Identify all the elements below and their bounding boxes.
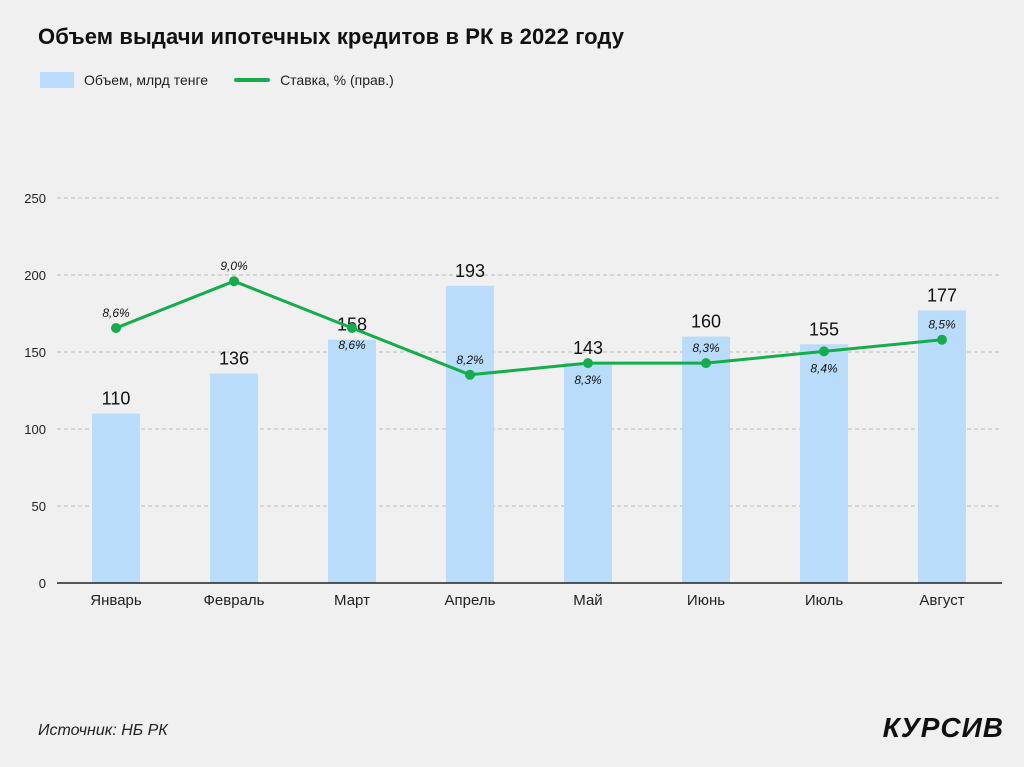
- rate-data-label: 8,6%: [338, 338, 366, 352]
- legend-volume-label: Объем, млрд тенге: [84, 72, 209, 88]
- bar: [918, 310, 966, 583]
- rate-data-label: 8,3%: [692, 341, 720, 355]
- x-tick-label: Июнь: [687, 592, 725, 609]
- bar-data-label: 193: [455, 261, 485, 281]
- y-tick-label: 250: [24, 191, 46, 206]
- legend-item-rate: Ставка, % (прав.): [234, 72, 394, 88]
- legend-bar-swatch: [40, 72, 74, 88]
- bar: [564, 362, 612, 583]
- rate-point: [583, 358, 593, 369]
- rate-data-label: 8,2%: [456, 353, 484, 367]
- kursiv-logo: КУРСИВ: [882, 712, 1004, 743]
- bar: [800, 344, 848, 583]
- source-note: Источник: НБ РК: [38, 722, 168, 739]
- y-tick-label: 50: [32, 499, 46, 514]
- rate-data-label: 8,6%: [102, 306, 130, 320]
- rate-data-label: 8,4%: [810, 361, 838, 375]
- chart-legend: Объем, млрд тенге Ставка, % (прав.): [40, 72, 420, 88]
- x-tick-label: Май: [573, 592, 602, 609]
- y-tick-label: 150: [24, 345, 46, 360]
- bar: [210, 373, 258, 583]
- rate-data-label: 8,3%: [574, 373, 602, 387]
- bar-data-label: 177: [927, 285, 957, 305]
- x-tick-label: Март: [334, 592, 370, 609]
- bar-data-label: 160: [691, 312, 721, 332]
- y-tick-label: 0: [39, 576, 46, 591]
- legend-line-swatch: [234, 78, 271, 82]
- bar: [92, 413, 140, 583]
- y-tick-label: 200: [24, 268, 46, 283]
- legend-item-volume: Объем, млрд тенге: [40, 72, 208, 88]
- x-tick-label: Январь: [90, 592, 142, 609]
- y-tick-label: 100: [24, 422, 46, 437]
- rate-data-label: 9,0%: [220, 259, 248, 273]
- rate-point: [819, 346, 829, 357]
- x-tick-label: Август: [919, 592, 964, 609]
- rate-line: [115, 279, 943, 377]
- rate-point: [229, 276, 239, 287]
- rate-point: [937, 334, 947, 345]
- bar: [446, 285, 494, 583]
- bar-data-label: 143: [573, 338, 603, 358]
- rate-point: [347, 323, 357, 333]
- rate-data-label: 8,5%: [928, 318, 956, 332]
- x-tick-label: Июль: [805, 592, 843, 609]
- bar-data-label: 136: [219, 349, 249, 369]
- rate-point: [701, 358, 711, 369]
- bar-data-label: 110: [102, 389, 131, 409]
- x-tick-label: Апрель: [445, 592, 496, 609]
- bar: [682, 336, 730, 583]
- bar: [328, 339, 376, 583]
- chart-title: Объем выдачи ипотечных кредитов в РК в 2…: [38, 24, 625, 49]
- x-tick-label: Февраль: [204, 592, 265, 609]
- rate-point: [465, 369, 475, 380]
- legend-rate-label: Ставка, % (прав.): [280, 72, 394, 88]
- rate-point: [111, 323, 121, 333]
- bar-data-label: 155: [809, 319, 839, 339]
